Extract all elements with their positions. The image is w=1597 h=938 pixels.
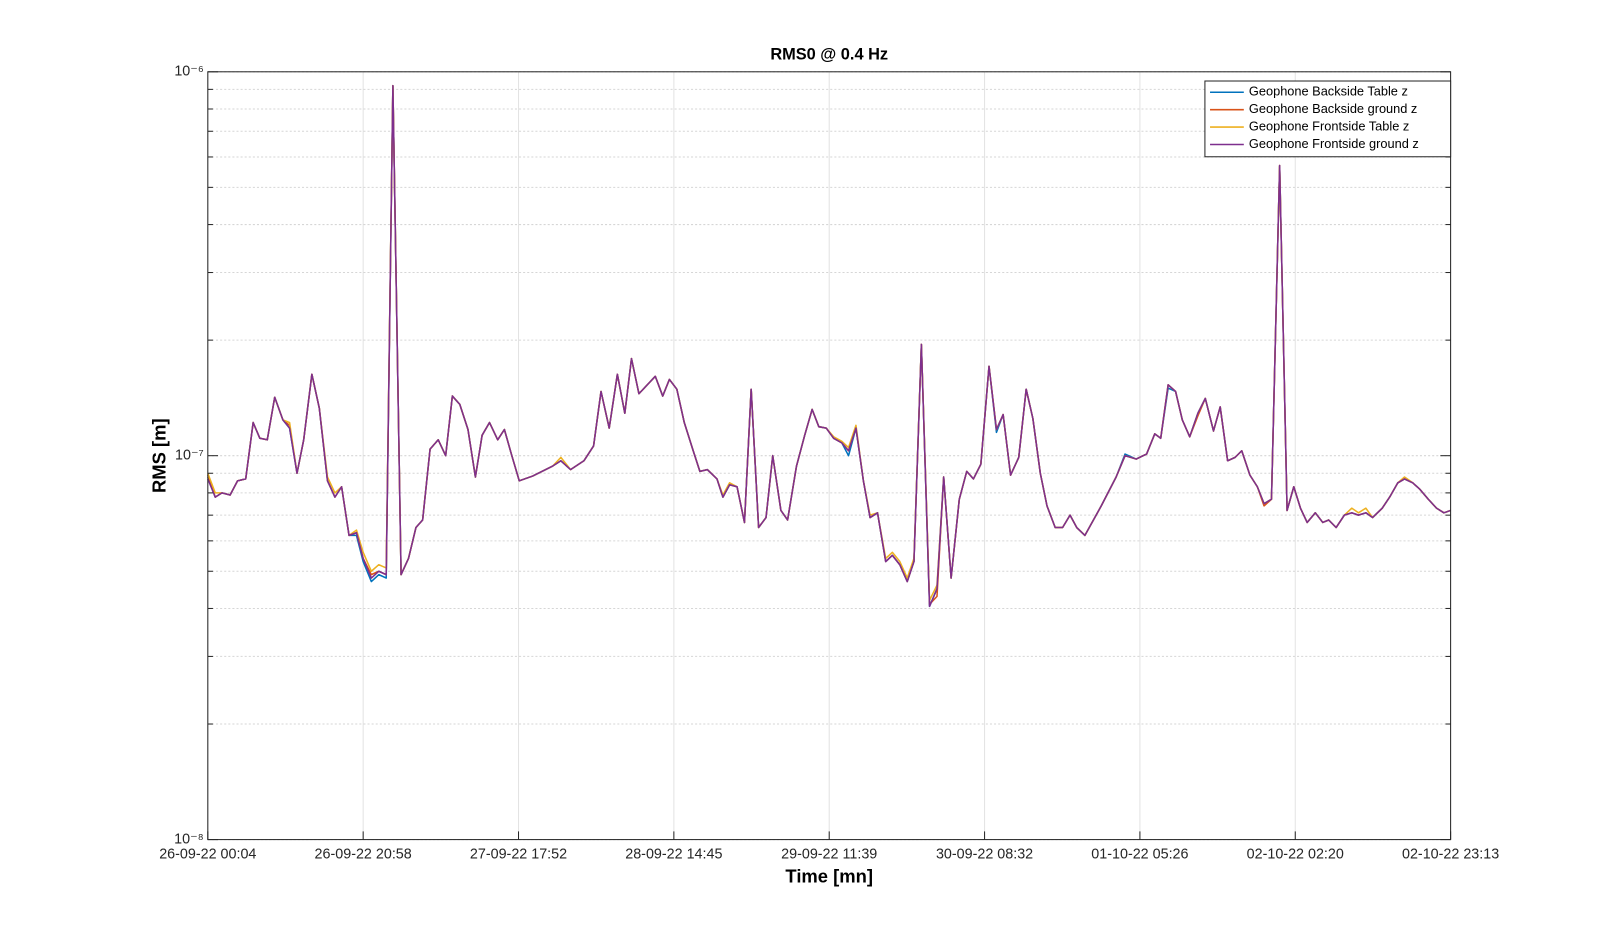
x-tick-label: 02-10-22 23:13 (1402, 847, 1499, 863)
legend: Geophone Backside Table z Geophone Backsi… (1204, 80, 1452, 158)
x-tick-label: 26-09-22 00:04 (159, 847, 256, 863)
x-tick-label: 30-09-22 08:32 (936, 847, 1033, 863)
legend-box (1204, 80, 1452, 158)
x-tick-label: 01-10-22 05:26 (1091, 847, 1188, 863)
y-tick-label: 10⁻⁷ (175, 447, 204, 463)
chart-title: RMS0 @ 0.4 Hz (770, 46, 888, 64)
y-tick-label: 10⁻⁸ (174, 831, 204, 847)
x-tick-label: 28-09-22 14:45 (625, 847, 722, 863)
grid (207, 71, 1452, 841)
y-axis-label: RMS [m] (149, 418, 170, 493)
x-tick-label: 26-09-22 20:58 (315, 847, 412, 863)
x-tick-label: 02-10-22 02:20 (1247, 847, 1344, 863)
lines (207, 84, 1451, 608)
legend-label: Geophone Backside Table z (1249, 84, 1408, 99)
y-tick-label: 10⁻⁶ (174, 64, 204, 80)
ticks: 26-09-22 00:04 26-09-22 20:58 27-09-22 17:… (159, 64, 1499, 863)
x-tick-label: 29-09-22 11:39 (781, 847, 877, 863)
x-tick-label: 27-09-22 17:52 (470, 847, 567, 863)
legend-label: Geophone Frontside ground z (1249, 136, 1419, 151)
legend-label: Geophone Backside ground z (1249, 101, 1417, 116)
series-line (207, 84, 1451, 608)
x-axis-label: Time [mn] (785, 865, 873, 886)
legend-label: Geophone Frontside Table z (1249, 118, 1409, 133)
